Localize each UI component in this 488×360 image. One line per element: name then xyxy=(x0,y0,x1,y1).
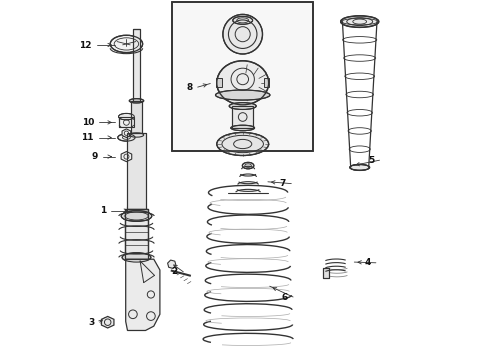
Bar xyxy=(133,29,140,101)
Ellipse shape xyxy=(122,253,151,262)
Ellipse shape xyxy=(229,103,256,109)
Text: 7: 7 xyxy=(279,179,285,188)
Bar xyxy=(130,101,142,133)
Text: 5: 5 xyxy=(367,156,373,165)
Ellipse shape xyxy=(230,125,254,131)
Bar xyxy=(127,133,145,209)
Bar xyxy=(216,78,221,87)
Ellipse shape xyxy=(118,134,135,141)
Bar xyxy=(125,209,148,259)
Text: 8: 8 xyxy=(185,83,192,91)
Bar xyxy=(130,101,142,133)
Text: 4: 4 xyxy=(364,258,370,267)
Ellipse shape xyxy=(349,165,369,170)
Ellipse shape xyxy=(232,16,252,24)
Polygon shape xyxy=(121,152,131,162)
Ellipse shape xyxy=(129,99,143,103)
Polygon shape xyxy=(101,316,114,328)
Bar xyxy=(231,106,253,128)
Text: 6: 6 xyxy=(281,292,287,302)
Ellipse shape xyxy=(110,35,142,53)
Ellipse shape xyxy=(340,16,378,27)
Ellipse shape xyxy=(215,90,269,100)
Bar xyxy=(231,106,253,128)
Bar xyxy=(322,268,328,278)
Ellipse shape xyxy=(242,162,253,169)
Bar xyxy=(119,117,133,127)
Text: 11: 11 xyxy=(81,133,94,142)
Bar xyxy=(127,133,145,209)
Bar xyxy=(172,2,312,151)
Polygon shape xyxy=(125,259,160,330)
Text: 3: 3 xyxy=(88,318,94,327)
Bar xyxy=(322,268,328,278)
Bar xyxy=(172,2,312,151)
Polygon shape xyxy=(167,260,176,269)
Text: 12: 12 xyxy=(79,40,91,49)
Text: 2: 2 xyxy=(171,267,178,276)
Text: 1: 1 xyxy=(100,206,106,215)
Ellipse shape xyxy=(121,211,151,221)
Bar xyxy=(119,117,133,127)
Bar xyxy=(125,209,148,259)
Polygon shape xyxy=(125,207,127,211)
Ellipse shape xyxy=(118,113,134,120)
Circle shape xyxy=(223,14,262,54)
Bar xyxy=(133,29,140,101)
Text: 10: 10 xyxy=(81,118,94,127)
Text: 9: 9 xyxy=(91,152,98,161)
Ellipse shape xyxy=(216,132,268,156)
Bar xyxy=(263,78,269,87)
Ellipse shape xyxy=(216,61,268,105)
Polygon shape xyxy=(122,129,130,138)
